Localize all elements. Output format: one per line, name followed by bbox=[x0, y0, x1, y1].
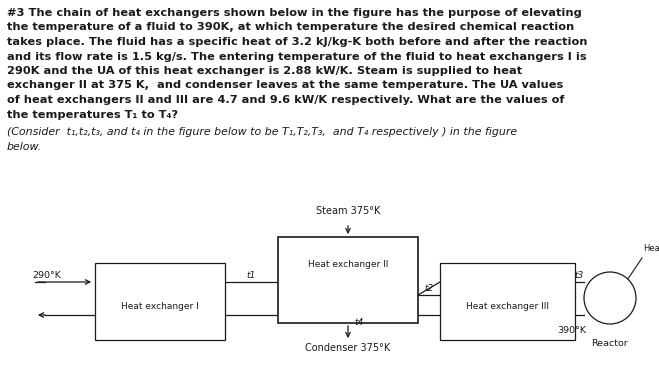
Text: t3: t3 bbox=[575, 271, 584, 280]
Bar bbox=[95, 263, 225, 340]
Circle shape bbox=[584, 272, 636, 324]
Text: Heat exchanger III: Heat exchanger III bbox=[466, 302, 549, 311]
Text: (Consider  t₁,t₂,t₃, and t₄ in the figure below to be T₁,T₂,T₃,  and T₄ respecti: (Consider t₁,t₂,t₃, and t₄ in the figure… bbox=[7, 127, 517, 137]
Bar bbox=[440, 263, 575, 340]
Text: Reactor: Reactor bbox=[592, 339, 629, 348]
Text: exchanger II at 375 K,  and condenser leaves at the same temperature. The UA val: exchanger II at 375 K, and condenser lea… bbox=[7, 80, 563, 91]
Text: Heat: Heat bbox=[643, 244, 659, 253]
Text: #3 The chain of heat exchangers shown below in the figure has the purpose of ele: #3 The chain of heat exchangers shown be… bbox=[7, 8, 582, 18]
Text: 290K and the UA of this heat exchanger is 2.88 kW/K. Steam is supplied to heat: 290K and the UA of this heat exchanger i… bbox=[7, 66, 522, 76]
Text: the temperatures T₁ to T₄?: the temperatures T₁ to T₄? bbox=[7, 110, 178, 120]
Text: below.: below. bbox=[7, 142, 42, 151]
Text: t2: t2 bbox=[424, 284, 434, 293]
Text: Heat exchanger II: Heat exchanger II bbox=[308, 260, 388, 269]
Text: the temperature of a fluid to 390K, at which temperature the desired chemical re: the temperature of a fluid to 390K, at w… bbox=[7, 22, 574, 33]
Text: of heat exchangers II and III are 4.7 and 9.6 kW/K respectively. What are the va: of heat exchangers II and III are 4.7 an… bbox=[7, 95, 564, 105]
Text: Steam 375°K: Steam 375°K bbox=[316, 206, 380, 216]
Text: Condenser 375°K: Condenser 375°K bbox=[305, 343, 391, 353]
Text: Heat exchanger I: Heat exchanger I bbox=[121, 302, 199, 311]
Text: takes place. The fluid has a specific heat of 3.2 kJ/kg-K both before and after : takes place. The fluid has a specific he… bbox=[7, 37, 588, 47]
Text: and its flow rate is 1.5 kg/s. The entering temperature of the fluid to heat exc: and its flow rate is 1.5 kg/s. The enter… bbox=[7, 51, 587, 62]
Text: 290°K: 290°K bbox=[32, 271, 61, 280]
Text: t1: t1 bbox=[246, 271, 256, 280]
Bar bbox=[278, 237, 418, 323]
Text: 390°K: 390°K bbox=[557, 326, 586, 335]
Text: t4: t4 bbox=[355, 318, 364, 327]
